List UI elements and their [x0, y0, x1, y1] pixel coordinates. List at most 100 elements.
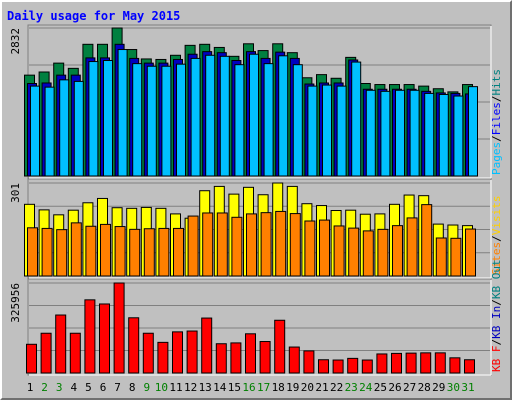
- bar-sites-day-1: [27, 227, 38, 277]
- axis-max-label: 2832: [9, 28, 22, 55]
- day-label: 3: [56, 381, 63, 394]
- bar-pages-day-26: [395, 89, 405, 177]
- legend-1: Pages/Files/Hits: [490, 69, 503, 175]
- bar-sites-day-4: [70, 222, 82, 277]
- day-label: 31: [461, 381, 474, 394]
- bar-sites-day-18: [275, 210, 287, 277]
- bar-kb-f-day-16: [245, 333, 256, 374]
- bar-sites-day-12: [187, 215, 199, 277]
- bar-kb-f-day-20: [303, 350, 315, 374]
- day-label: 19: [286, 381, 299, 394]
- bar-kb-f-day-11: [172, 331, 183, 374]
- day-label: 13: [199, 381, 212, 394]
- bar-pages-day-17: [263, 63, 274, 177]
- day-label: 1: [27, 381, 34, 394]
- bar-sites-day-17: [260, 212, 272, 277]
- bar-sites-day-14: [216, 212, 228, 277]
- bar-kb-f-day-5: [84, 299, 96, 374]
- legend-entry: Sites: [490, 242, 503, 275]
- bar-pages-day-1: [30, 85, 40, 177]
- day-label: 4: [70, 381, 77, 394]
- day-label: 28: [418, 381, 431, 394]
- bar-kb-f-day-19: [288, 346, 300, 374]
- day-label: 30: [447, 381, 460, 394]
- bar-pages-day-21: [322, 84, 332, 177]
- bar-pages-day-25: [380, 90, 391, 177]
- bar-kb-f-day-27: [405, 352, 417, 374]
- legend-entry: KB F: [490, 346, 503, 373]
- panel-2: 301 Sites/Visits: [9, 178, 503, 279]
- bar-pages-day-23: [351, 61, 362, 177]
- bar-sites-day-13: [202, 212, 214, 277]
- bar-pages-day-31: [468, 86, 478, 177]
- day-label: 9: [143, 381, 150, 394]
- legend-entry: Hits: [490, 69, 503, 96]
- bar-sites-day-30: [450, 237, 462, 277]
- bar-pages-day-15: [234, 64, 245, 177]
- day-label: 22: [330, 381, 343, 394]
- bar-sites-day-11: [173, 227, 184, 277]
- legend-entry: /: [490, 235, 503, 242]
- day-label: 27: [403, 381, 416, 394]
- day-label: 12: [184, 381, 197, 394]
- bar-kb-f-day-4: [69, 332, 81, 374]
- bar-pages-day-7: [117, 49, 128, 177]
- bar-pages-day-18: [278, 55, 289, 177]
- bar-sites-day-19: [289, 213, 301, 277]
- day-label: 23: [345, 381, 358, 394]
- bar-sites-day-31: [465, 228, 476, 277]
- bar-sites-day-16: [246, 213, 257, 277]
- bar-pages-day-11: [176, 63, 186, 177]
- legend-entry: KB Out: [490, 259, 503, 299]
- day-label: 20: [301, 381, 314, 394]
- day-label: 14: [213, 381, 227, 394]
- bar-pages-day-30: [453, 95, 464, 177]
- bar-kb-f-day-23: [347, 357, 359, 374]
- day-label: 6: [100, 381, 107, 394]
- bar-kb-f-day-9: [142, 332, 154, 374]
- day-label: 21: [315, 381, 328, 394]
- day-label: 11: [169, 381, 182, 394]
- legend-3: KB F/KB In/KB Out: [490, 259, 503, 372]
- bar-kb-f-day-22: [332, 359, 344, 374]
- bar-sites-day-27: [406, 217, 418, 277]
- bar-pages-day-20: [307, 85, 318, 177]
- bar-pages-day-28: [424, 92, 435, 177]
- bar-sites-day-3: [56, 229, 68, 277]
- bar-kb-f-day-26: [391, 352, 402, 374]
- bar-pages-day-3: [59, 79, 70, 177]
- bar-sites-day-5: [85, 225, 97, 277]
- bar-kb-f-day-18: [274, 319, 286, 374]
- bar-kb-f-day-28: [420, 352, 432, 374]
- bar-kb-f-day-3: [55, 314, 67, 374]
- bar-pages-day-6: [103, 60, 113, 177]
- bar-pages-day-22: [336, 85, 347, 177]
- legend-entry: Files: [490, 102, 503, 135]
- bar-sites-day-28: [421, 204, 433, 277]
- bar-kb-f-day-7: [113, 282, 125, 374]
- bar-kb-f-day-29: [434, 352, 446, 374]
- bar-kb-f-day-1: [26, 343, 37, 374]
- day-label: 5: [85, 381, 92, 394]
- bar-kb-f-day-14: [215, 343, 227, 374]
- bar-pages-day-24: [365, 89, 376, 177]
- bar-pages-day-12: [190, 57, 201, 177]
- day-label: 24: [359, 381, 373, 394]
- bar-kb-f-day-8: [128, 317, 140, 374]
- legend-entry: /: [490, 339, 503, 346]
- bar-sites-day-25: [377, 228, 389, 277]
- bar-kb-f-day-6: [99, 303, 110, 374]
- bar-pages-day-9: [146, 65, 157, 177]
- bar-kb-f-day-25: [376, 353, 388, 374]
- bar-sites-day-24: [362, 230, 374, 277]
- legend-entry: /: [490, 135, 503, 142]
- day-label: 7: [114, 381, 121, 394]
- day-label: 25: [374, 381, 387, 394]
- bar-pages-day-13: [205, 54, 216, 177]
- bar-sites-day-8: [129, 228, 141, 277]
- bar-kb-f-day-12: [186, 330, 198, 374]
- legend-entry: /: [490, 299, 503, 306]
- bar-kb-f-day-2: [40, 332, 52, 374]
